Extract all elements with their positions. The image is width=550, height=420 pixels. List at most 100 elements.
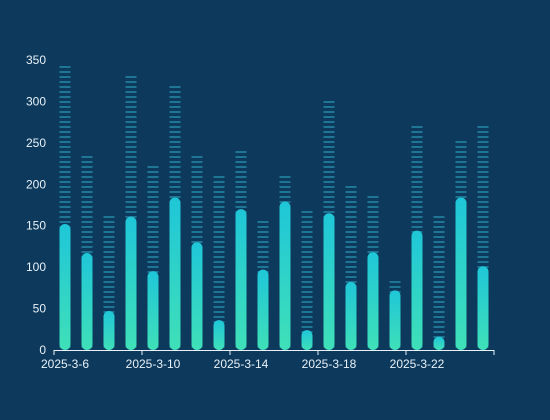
background-bar-dash bbox=[455, 191, 467, 193]
background-bar-dash bbox=[433, 296, 445, 298]
background-bar-dash bbox=[125, 201, 137, 203]
background-bar-dash bbox=[477, 226, 489, 228]
background-bar-dash bbox=[59, 81, 71, 83]
background-bar-dash bbox=[81, 196, 93, 198]
background-bar-dash bbox=[169, 101, 181, 103]
bar-2025-3-9[interactable] bbox=[125, 216, 137, 350]
background-bar-dash bbox=[257, 241, 269, 243]
background-bar-dash bbox=[147, 266, 159, 268]
background-bar-dash bbox=[345, 231, 357, 233]
bar-2025-3-23[interactable] bbox=[433, 336, 445, 350]
background-bar-dash bbox=[235, 166, 247, 168]
background-bar-dash bbox=[59, 211, 71, 213]
bar-2025-3-19[interactable] bbox=[345, 282, 357, 350]
background-bar-dash bbox=[191, 216, 203, 218]
bar-2025-3-16[interactable] bbox=[279, 201, 291, 350]
background-bar-dash bbox=[81, 241, 93, 243]
background-bar-dash bbox=[411, 221, 423, 223]
background-bar-dash bbox=[191, 201, 203, 203]
background-bar-dash bbox=[147, 226, 159, 228]
background-bar-dash bbox=[411, 196, 423, 198]
background-bar-dash bbox=[257, 251, 269, 253]
background-bar-dash bbox=[81, 251, 93, 253]
background-bar-dash bbox=[323, 161, 335, 163]
background-bar-dash bbox=[235, 196, 247, 198]
background-bar-dash bbox=[169, 181, 181, 183]
background-bar-dash bbox=[367, 221, 379, 223]
bar-2025-3-15[interactable] bbox=[257, 269, 269, 350]
background-bar-dash bbox=[455, 196, 467, 198]
background-bar-dash bbox=[147, 196, 159, 198]
bar-2025-3-21[interactable] bbox=[389, 290, 401, 350]
background-bar-dash bbox=[301, 221, 313, 223]
background-bar-dash bbox=[235, 181, 247, 183]
background-bar-dash bbox=[169, 151, 181, 153]
background-bar-dash bbox=[367, 246, 379, 248]
background-bar-dash bbox=[147, 176, 159, 178]
background-bar-dash bbox=[345, 211, 357, 213]
bar-2025-3-25[interactable] bbox=[477, 266, 489, 350]
bar-2025-3-7[interactable] bbox=[81, 253, 93, 350]
background-bar-dash bbox=[411, 181, 423, 183]
background-bar-dash bbox=[323, 206, 335, 208]
background-bar-dash bbox=[235, 176, 247, 178]
background-bar-dash bbox=[323, 101, 335, 103]
background-bar-dash bbox=[191, 186, 203, 188]
bar-2025-3-20[interactable] bbox=[367, 252, 379, 350]
bar-2025-3-12[interactable] bbox=[191, 242, 203, 350]
background-bar-dash bbox=[477, 156, 489, 158]
bar-2025-3-17[interactable] bbox=[301, 330, 313, 350]
bar-2025-3-18[interactable] bbox=[323, 213, 335, 350]
background-bar-dash bbox=[323, 186, 335, 188]
background-bar-dash bbox=[213, 266, 225, 268]
background-bar-dash bbox=[81, 181, 93, 183]
background-bar-dash bbox=[59, 161, 71, 163]
background-bar-dash bbox=[213, 271, 225, 273]
background-bar-dash bbox=[411, 206, 423, 208]
background-bar-dash bbox=[257, 231, 269, 233]
background-bar-dash bbox=[477, 256, 489, 258]
background-bar-dash bbox=[301, 241, 313, 243]
background-bar-dash bbox=[147, 166, 159, 168]
background-bar-dash bbox=[59, 76, 71, 78]
background-bar-dash bbox=[103, 261, 115, 263]
y-tick-label: 150 bbox=[26, 219, 46, 233]
background-bar-dash bbox=[213, 281, 225, 283]
background-bar-dash bbox=[59, 176, 71, 178]
background-bar-dash bbox=[477, 211, 489, 213]
bar-2025-3-8[interactable] bbox=[103, 311, 115, 350]
background-bar-dash bbox=[301, 216, 313, 218]
background-bar-dash bbox=[59, 201, 71, 203]
background-bar-dash bbox=[81, 226, 93, 228]
background-bar-dash bbox=[301, 256, 313, 258]
background-bar-dash bbox=[433, 291, 445, 293]
background-bar-dash bbox=[125, 96, 137, 98]
background-bar-dash bbox=[323, 106, 335, 108]
bar-2025-3-13[interactable] bbox=[213, 320, 225, 350]
bar-2025-3-6[interactable] bbox=[59, 224, 71, 350]
background-bar-dash bbox=[279, 176, 291, 178]
background-bar-dash bbox=[59, 156, 71, 158]
background-bar-dash bbox=[103, 276, 115, 278]
background-bar-dash bbox=[345, 266, 357, 268]
background-bar-dash bbox=[477, 206, 489, 208]
bar-2025-3-14[interactable] bbox=[235, 209, 247, 350]
background-bar-dash bbox=[235, 161, 247, 163]
background-bar-dash bbox=[169, 116, 181, 118]
bar-2025-3-10[interactable] bbox=[147, 271, 159, 350]
background-bar-dash bbox=[301, 291, 313, 293]
background-bar-dash bbox=[103, 296, 115, 298]
background-bar-dash bbox=[147, 216, 159, 218]
background-bar-dash bbox=[301, 321, 313, 323]
background-bar-dash bbox=[59, 66, 71, 68]
bar-2025-3-22[interactable] bbox=[411, 230, 423, 350]
bar-2025-3-24[interactable] bbox=[455, 197, 467, 350]
background-bar-dash bbox=[477, 261, 489, 263]
background-bar-dash bbox=[59, 96, 71, 98]
background-bar-dash bbox=[59, 111, 71, 113]
bar-2025-3-11[interactable] bbox=[169, 197, 181, 350]
background-bar-dash bbox=[213, 206, 225, 208]
background-bar-dash bbox=[59, 206, 71, 208]
y-tick-label: 300 bbox=[26, 94, 46, 108]
background-bar-dash bbox=[147, 201, 159, 203]
